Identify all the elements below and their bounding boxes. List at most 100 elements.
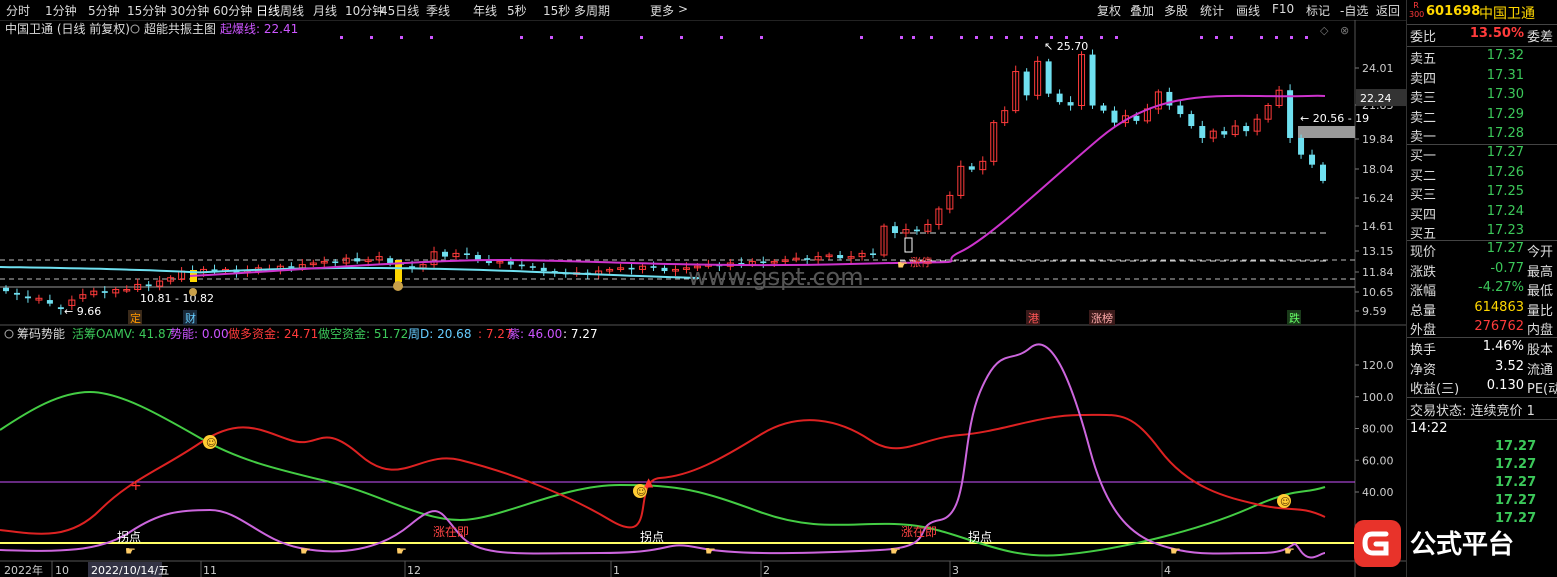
period-14[interactable]: 15秒 <box>543 4 571 18</box>
toolbar-btn-5[interactable]: F10 <box>1272 2 1295 16</box>
tick-price: 17.27 <box>1495 457 1537 472</box>
candle-down <box>1199 126 1206 138</box>
candle-up <box>1001 110 1009 124</box>
stat2-row-label: 换手 <box>1410 343 1437 358</box>
candle-up <box>902 229 910 234</box>
period-15[interactable]: 多周期 <box>574 4 611 18</box>
period-7[interactable]: 周线 <box>280 4 305 18</box>
toolbar-btn-8[interactable]: 返回 <box>1376 4 1401 18</box>
sub-legend-item: 周D: 20.68 <box>408 327 471 341</box>
candle-down <box>3 287 9 292</box>
period-6[interactable]: 日线 <box>256 4 281 18</box>
candle-down <box>1177 105 1184 115</box>
candle-up <box>957 165 965 196</box>
period-11[interactable]: 季线 <box>426 4 451 18</box>
candle-down <box>24 296 31 299</box>
stat2-row: 换手 1.46% 股本 <box>1407 339 1557 359</box>
stat-row-ext: 量比 <box>1527 303 1554 319</box>
sub-chart-name: 筹码势能 <box>17 327 65 341</box>
price-tick: 13.15 <box>1362 245 1394 258</box>
stat-row: 现价 17.27 今开 <box>1407 241 1557 261</box>
highlight-candle <box>395 260 402 282</box>
candle-up <box>1034 60 1042 96</box>
candle-up <box>90 290 98 296</box>
toolbar-btn-7[interactable]: -自选 <box>1340 4 1369 18</box>
period-10[interactable]: 45日线 <box>380 4 420 18</box>
ask-row: 卖五 17.32 <box>1407 48 1557 68</box>
candle-down <box>1166 91 1173 106</box>
toolbar-btn-0[interactable]: 复权 <box>1097 4 1122 18</box>
candle-up <box>617 267 625 270</box>
ask-row-value: 17.31 <box>1486 67 1524 83</box>
blast-line-label: 起爆线: 22.41 <box>220 22 298 36</box>
period-13[interactable]: 5秒 <box>507 4 527 18</box>
more-arrow-icon[interactable]: > <box>678 2 689 16</box>
x-tick: 2 <box>763 564 770 577</box>
period-8[interactable]: 月线 <box>313 4 338 18</box>
pane-close-icon: ⊗ <box>1340 24 1349 37</box>
tick-price: 17.27 <box>1495 475 1537 490</box>
purple-curve <box>0 343 1326 559</box>
index-badge: R 300 <box>1409 1 1424 19</box>
candle-up <box>990 122 998 162</box>
candle-down <box>540 267 547 272</box>
period-1[interactable]: 1分钟 <box>45 4 77 18</box>
period-3[interactable]: 15分钟 <box>127 4 167 18</box>
candle-up <box>430 251 438 266</box>
sub-legend-item: 紫: 46.00 <box>508 327 562 341</box>
smiley-icon <box>1277 494 1291 508</box>
ask-row-value: 17.28 <box>1486 126 1524 141</box>
sub-signal-label: 涨在即 <box>433 524 469 539</box>
candle-up <box>167 277 175 282</box>
stat-row-value: -0.77 <box>1490 260 1524 276</box>
x-tick: 1 <box>613 564 620 577</box>
period-2[interactable]: 5分钟 <box>88 4 120 18</box>
candle-down <box>1100 105 1107 111</box>
candle-down <box>1056 93 1063 103</box>
period-12[interactable]: 年线 <box>473 4 498 18</box>
bid-row-value: 17.27 <box>1486 145 1524 160</box>
stat2-row-label: 收益(三) <box>1410 382 1460 397</box>
candle-up <box>639 265 647 270</box>
candle-up <box>123 288 131 292</box>
event-badge-bg <box>1287 310 1301 325</box>
candle-up <box>1012 71 1020 112</box>
stat2-row-value: 3.52 <box>1495 358 1524 374</box>
period-5[interactable]: 60分钟 <box>213 4 253 18</box>
signal-dot <box>1035 36 1038 39</box>
candle-down <box>650 266 657 268</box>
limit-up-label: 涨停 <box>910 255 932 269</box>
period-16[interactable]: 更多 <box>650 4 675 18</box>
main-chart-title: 中国卫通 (日线 前复权) <box>5 21 130 36</box>
signal-dot <box>1080 36 1083 39</box>
bid-row-value: 17.24 <box>1486 203 1524 219</box>
period-4[interactable]: 30分钟 <box>170 4 210 18</box>
logo-g-icon <box>1362 531 1389 556</box>
stat2-row-ext: PE(动) <box>1527 382 1557 397</box>
smiley-icon <box>203 435 217 449</box>
candle-down <box>145 284 152 287</box>
period-9[interactable]: 10分钟 <box>345 4 385 18</box>
signal-dot <box>1005 36 1008 39</box>
stat-row-ext: 内盘 <box>1527 323 1554 338</box>
toolbar-btn-2[interactable]: 多股 <box>1164 4 1189 18</box>
weibi-value: 13.50% <box>1469 26 1524 41</box>
hand-pointer-icon: ☛ <box>300 544 311 558</box>
toolbar-btn-1[interactable]: 叠加 <box>1130 4 1155 18</box>
toolbar-btn-6[interactable]: 标记 <box>1306 4 1331 18</box>
sub-signal-label: 拐点 <box>640 529 664 544</box>
x-tick: 12 <box>407 564 421 577</box>
candle-down <box>354 258 361 262</box>
candle-down <box>101 291 108 293</box>
toolbar-btn-4[interactable]: 画线 <box>1236 4 1261 18</box>
candle-up <box>1209 130 1217 139</box>
stat2-row-ext: 股本 <box>1527 343 1554 358</box>
candle-up <box>320 260 328 264</box>
period-0[interactable]: 分时 <box>6 4 31 18</box>
cursor-date-bg <box>88 562 162 577</box>
toolbar-btn-3[interactable]: 统计 <box>1200 4 1225 18</box>
sub-legend-item: 势能: 0.00 <box>170 327 229 341</box>
candle-down <box>738 263 745 265</box>
candle-down <box>1023 71 1030 96</box>
